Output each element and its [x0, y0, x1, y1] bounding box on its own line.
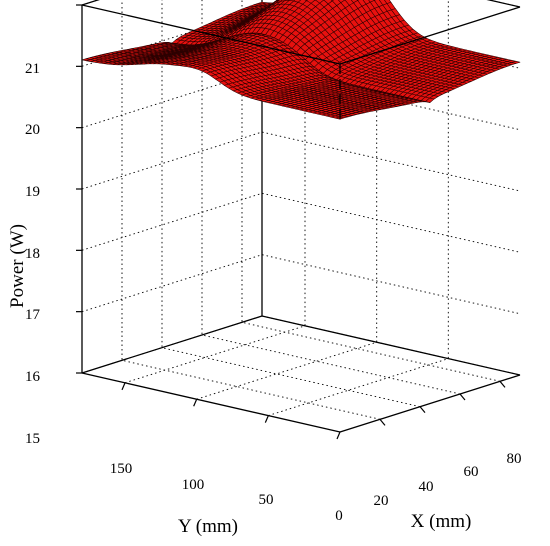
y-tick-150: 150 [110, 461, 133, 477]
z-tick-21: 21 [25, 61, 40, 77]
y-axis-title: Y (mm) [178, 516, 238, 537]
x-tick-mark [459, 393, 466, 401]
box-edge-back [81, 315, 263, 374]
y-tick-mark [121, 382, 126, 391]
z-tick-18: 18 [25, 246, 40, 262]
x-tick-mark [379, 418, 386, 426]
axis-ticks [76, 4, 506, 440]
grid-line-x [201, 0, 461, 395]
power-surface [81, 0, 521, 120]
z-tick-17: 17 [25, 307, 41, 323]
x-tick-60: 60 [464, 464, 479, 480]
x-tick-mark [419, 406, 426, 414]
y-tick-100: 100 [182, 477, 205, 493]
grid-line-x [161, 0, 421, 408]
y-tick-mark [336, 431, 341, 440]
z-tick-20: 20 [25, 122, 40, 138]
z-axis-title: Power (W) [7, 224, 28, 308]
x-tick-mark [499, 380, 506, 388]
box-edge-front [81, 372, 341, 433]
x-tick-40: 40 [419, 479, 434, 495]
y-tick-mark [264, 415, 269, 423]
y-tick-50: 50 [259, 492, 274, 508]
grid-line-z [81, 70, 521, 131]
x-axis-title: X (mm) [411, 511, 472, 532]
x-tick-20: 20 [374, 493, 389, 509]
box-edge-front [339, 374, 521, 433]
z-tick-16: 16 [25, 369, 41, 385]
grid-line-z [81, 254, 521, 315]
box-edge-back [81, 0, 100, 6]
z-tick-19: 19 [25, 184, 40, 200]
grid-line-x [121, 0, 381, 420]
x-tick-80: 80 [507, 451, 522, 467]
grid-line-z [81, 131, 521, 192]
y-tick-0: 0 [335, 508, 343, 524]
box-edge-back [261, 315, 521, 376]
y-tick-mark [193, 398, 198, 407]
box-edge-front [81, 4, 341, 65]
grid-line-z [81, 192, 521, 253]
z-tick-15: 15 [25, 431, 40, 447]
box-edge-front [339, 6, 521, 65]
